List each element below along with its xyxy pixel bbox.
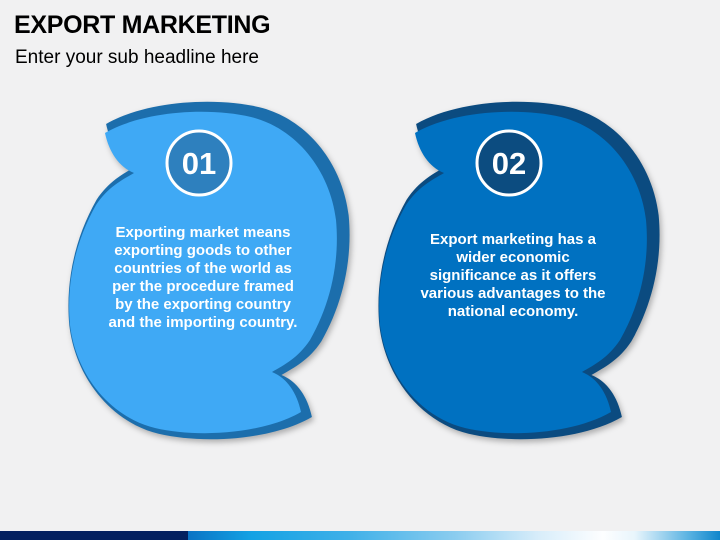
swirl-shape-02-body	[379, 111, 647, 434]
slide-subtitle: Enter your sub headline here	[15, 47, 259, 68]
badge-circle-02	[475, 129, 543, 197]
item-02-description: Export marketing has a wider economic si…	[420, 231, 606, 320]
swirl-shape-02: 02	[378, 101, 660, 440]
badge-number-02: 02	[492, 146, 526, 181]
swirl-shape-01-body	[69, 111, 337, 434]
badge-circle-01	[165, 129, 233, 197]
badge-number-01: 01	[182, 146, 216, 181]
slide-title: EXPORT MARKETING	[14, 11, 271, 39]
swirl-shape-01: 01	[68, 101, 350, 440]
footer-bar-gradient-segment	[188, 531, 720, 540]
item-01-description: Exporting market means exporting goods t…	[108, 224, 298, 331]
footer-bar-navy-segment	[0, 531, 188, 540]
